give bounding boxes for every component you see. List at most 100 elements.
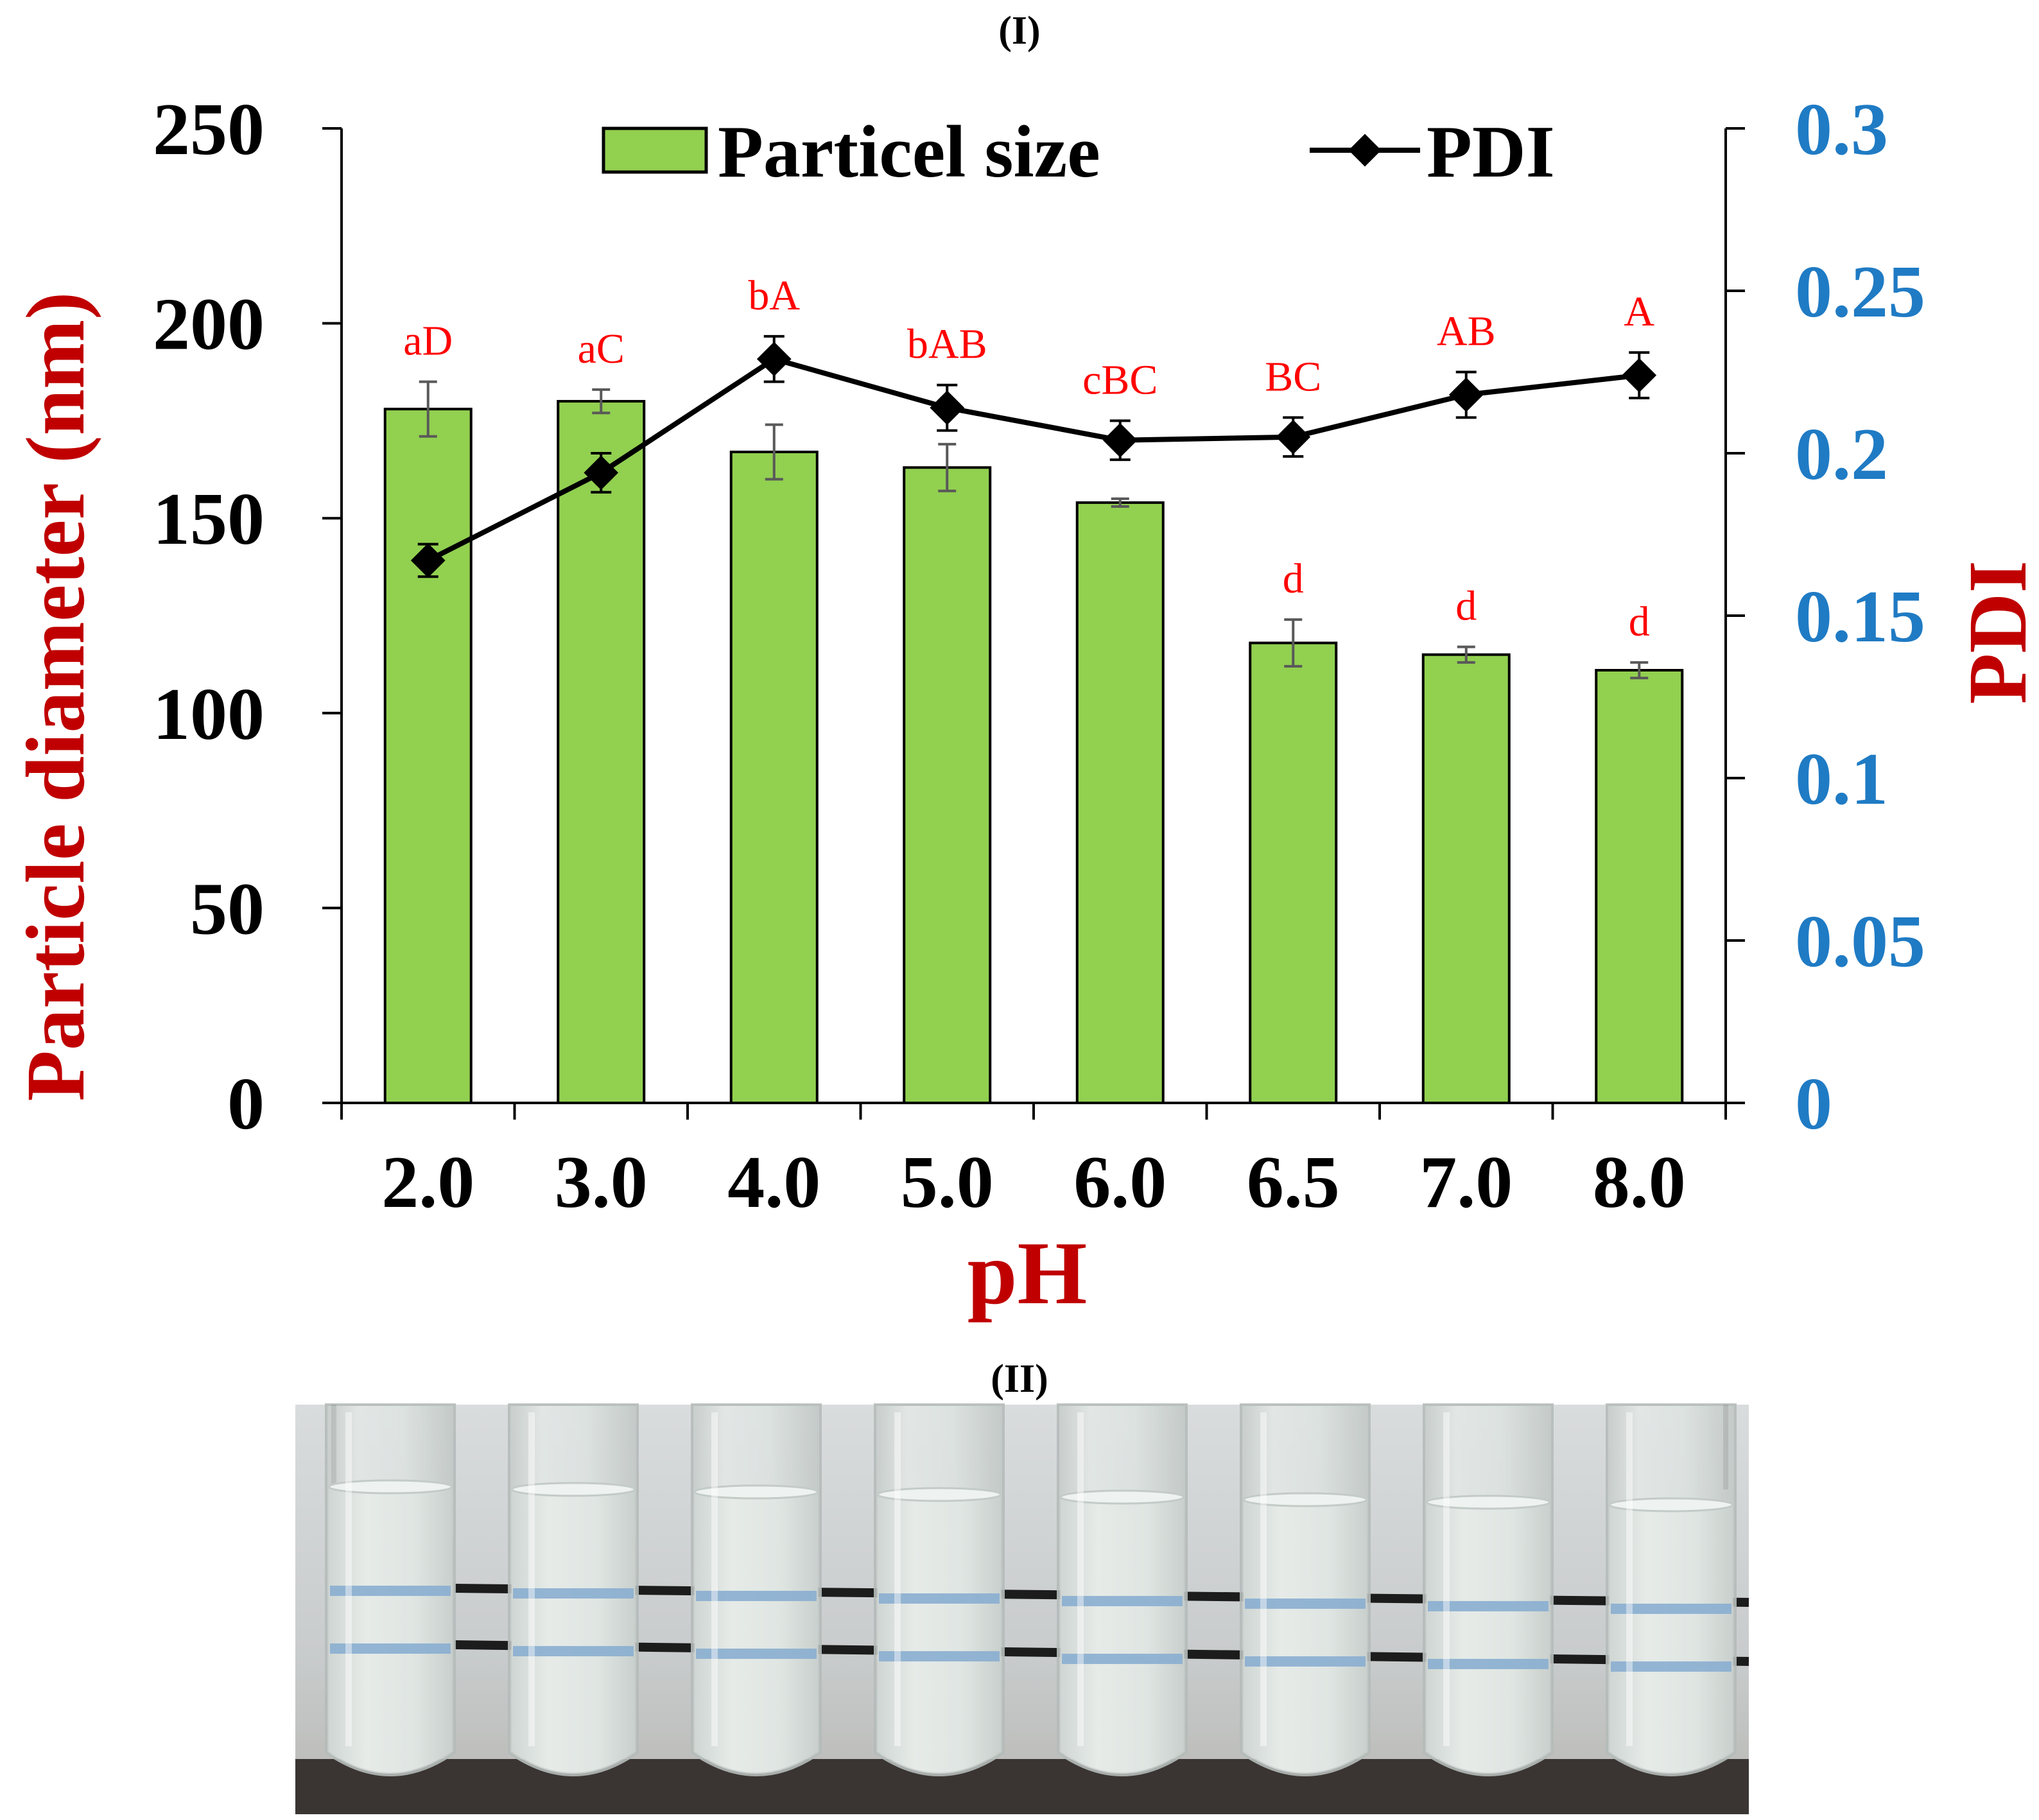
test-tube-highlight <box>1443 1412 1450 1746</box>
pdi-line-layer <box>410 334 1657 578</box>
significance-label: cBC <box>1082 356 1158 403</box>
test-tube-highlight <box>1077 1412 1084 1746</box>
y2-tick-label: 0.05 <box>1795 901 1925 983</box>
test-tube-band <box>696 1649 817 1659</box>
bar-particle-size <box>557 400 646 1104</box>
test-tube-liquid <box>1610 1505 1733 1772</box>
photo-base <box>295 1759 1749 1814</box>
test-tube-liquid <box>1244 1500 1367 1772</box>
x-tick-label: 6.0 <box>1073 1141 1167 1224</box>
test-tube-highlight <box>345 1412 352 1746</box>
test-tube-liquid <box>878 1495 1001 1772</box>
y2-tick-label: 0.2 <box>1795 413 1888 496</box>
test-tube-band <box>330 1586 451 1596</box>
pdi-point <box>1448 377 1484 412</box>
bar-particle-size <box>903 466 992 1104</box>
ticks-layer: 0 50 100 150 200 250 0 0.05 0.1 0.15 0.2 0.25 0.3 2.0… <box>153 89 1925 1224</box>
test-tube-liquid <box>512 1489 635 1772</box>
y2-axis-title: PDI <box>1952 560 2039 704</box>
test-tube-meniscus <box>876 1487 1002 1502</box>
legend-bar-swatch <box>602 126 708 174</box>
test-tube-band <box>1428 1601 1549 1611</box>
significance-label: bA <box>748 272 800 319</box>
test-tube-highlight <box>528 1412 535 1746</box>
legend-bar-label: Particel size <box>718 111 1100 193</box>
annotations-layer: aD aC bA bAB cBC BC AB Ad d d <box>403 272 1654 645</box>
x-tick-label: 2.0 <box>381 1141 474 1224</box>
significance-label: aC <box>578 325 625 372</box>
test-tube-liquid <box>329 1487 452 1772</box>
y-tick-label: 100 <box>153 673 265 756</box>
legend: Particel size PDI <box>602 111 1555 193</box>
y-tick-label: 50 <box>190 868 265 950</box>
test-tube-band <box>879 1651 1000 1661</box>
significance-label: A <box>1624 288 1654 335</box>
test-tube-highlight <box>1626 1412 1633 1746</box>
test-tube-band <box>330 1643 451 1654</box>
test-tube-band <box>696 1591 817 1601</box>
significance-label: aD <box>403 318 453 365</box>
bar-particle-size <box>1421 653 1511 1104</box>
x-tick-label: 8.0 <box>1593 1141 1686 1224</box>
test-tube-band <box>1428 1659 1549 1669</box>
axes-layer <box>340 128 1727 1104</box>
pdi-line <box>426 356 1640 563</box>
y2-tick-label: 0.3 <box>1795 89 1888 171</box>
test-tube-band <box>1245 1599 1366 1609</box>
test-tube-band <box>879 1593 1000 1604</box>
test-tube-highlight <box>894 1412 901 1746</box>
test-tube-meniscus <box>510 1482 636 1497</box>
significance-label: d <box>1455 583 1477 630</box>
y-tick-label: 200 <box>153 284 265 366</box>
significance-label: d <box>1629 598 1650 645</box>
x-tick-label: 3.0 <box>555 1141 648 1224</box>
significance-label: bAB <box>907 321 987 368</box>
significance-label: BC <box>1265 353 1321 400</box>
test-tube-band <box>1611 1661 1731 1672</box>
test-tube-highlight <box>711 1412 718 1746</box>
significance-label: d <box>1283 555 1304 602</box>
test-tube-liquid <box>1427 1502 1550 1772</box>
bar-particle-size <box>383 408 473 1105</box>
test-tube-band <box>1245 1656 1366 1667</box>
y2-tick-label: 0.15 <box>1795 576 1925 658</box>
significance-label: AB <box>1437 308 1496 355</box>
bar-particle-size <box>1075 501 1165 1104</box>
combo-chart: 0 50 100 150 200 250 0 0.05 0.1 0.15 0.2 0.25 0.3 2.0… <box>10 89 2039 1323</box>
test-tube-meniscus <box>327 1479 453 1495</box>
tubes-layer <box>325 1403 1737 1776</box>
test-tube-meniscus <box>1059 1489 1185 1505</box>
test-tube-band <box>1062 1654 1183 1664</box>
test-tube-liquid <box>695 1492 818 1772</box>
x-axis-title: pH <box>967 1224 1088 1323</box>
y2-tick-label: 0 <box>1795 1063 1832 1145</box>
test-tube-highlight <box>1260 1412 1267 1746</box>
y-tick-label: 150 <box>153 478 265 560</box>
pdi-point <box>1276 419 1311 455</box>
test-tube-band <box>513 1588 634 1599</box>
pdi-point <box>1102 422 1138 458</box>
test-tube-meniscus <box>1242 1492 1368 1507</box>
x-tick-label: 5.0 <box>901 1141 994 1224</box>
panel-label-top: (I) <box>998 9 1040 53</box>
pdi-point <box>1622 358 1657 393</box>
test-tube-band <box>513 1646 634 1656</box>
test-tubes-photo <box>295 1403 1749 1814</box>
bar-particle-size <box>1249 641 1338 1104</box>
test-tube-meniscus <box>1608 1497 1734 1512</box>
y-tick-label: 0 <box>227 1063 265 1145</box>
bar-particle-size <box>1595 669 1684 1105</box>
panel-label-bottom: (II) <box>991 1357 1048 1401</box>
pdi-point <box>930 390 965 426</box>
test-tube-meniscus <box>693 1484 819 1500</box>
test-tube-band <box>1611 1604 1731 1614</box>
test-tube-band <box>1062 1596 1183 1606</box>
x-tick-label: 7.0 <box>1419 1141 1513 1224</box>
y-axis-title: Particle diameter (nm) <box>10 292 102 1102</box>
y2-tick-label: 0.25 <box>1795 251 1925 333</box>
legend-line-label: PDI <box>1427 111 1555 193</box>
y2-tick-label: 0.1 <box>1795 738 1888 820</box>
test-tube-liquid <box>1061 1497 1184 1772</box>
x-tick-label: 6.5 <box>1247 1141 1340 1224</box>
legend-diamond-marker <box>1348 134 1382 167</box>
